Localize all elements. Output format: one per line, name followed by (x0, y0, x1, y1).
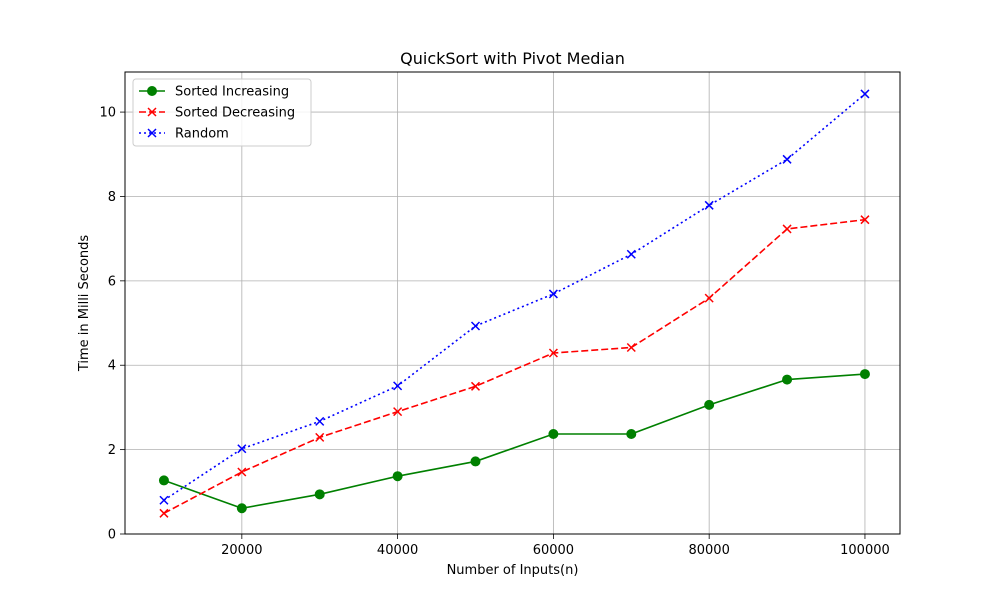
series-line (163, 93, 866, 501)
data-point (548, 289, 558, 299)
legend-label: Sorted Increasing (175, 85, 289, 100)
data-point (626, 249, 636, 259)
data-point (315, 416, 325, 426)
legend-marker (147, 107, 157, 117)
x-tick-label: 100000 (840, 543, 890, 558)
y-tick-label: 2 (108, 443, 116, 458)
data-point (470, 381, 481, 391)
legend-label: Sorted Decreasing (175, 106, 295, 121)
legend-item: Random (139, 127, 229, 142)
data-point (782, 374, 793, 385)
data-point (548, 348, 558, 358)
data-point (159, 495, 169, 505)
plot-area-frame (124, 71, 901, 535)
data-point (392, 471, 403, 482)
grid (125, 72, 900, 535)
data-point (548, 429, 559, 440)
series-0 (158, 369, 870, 514)
data-point (314, 489, 325, 500)
legend-item: Sorted Decreasing (139, 106, 295, 121)
data-point (158, 475, 169, 486)
legend-item: Sorted Increasing (139, 85, 289, 100)
data-point (237, 467, 247, 477)
y-tick-label: 8 (108, 190, 116, 205)
x-tick-label: 20000 (221, 543, 262, 558)
data-point (159, 508, 169, 518)
data-point (782, 224, 792, 234)
legend-marker (147, 86, 157, 96)
x-tick-label: 40000 (377, 543, 418, 558)
data-point (315, 432, 325, 442)
data-point (236, 503, 247, 514)
legend-box (132, 78, 312, 147)
data-point (860, 215, 870, 225)
legend-marker (147, 128, 157, 138)
series-layer (158, 89, 870, 518)
x-axis: 20000 40000 60000 80000 100000 (221, 534, 890, 558)
legend-label: Random (175, 127, 229, 142)
data-point (859, 369, 870, 380)
data-point (782, 154, 792, 164)
series-line (163, 218, 866, 515)
y-tick-label: 0 (108, 528, 116, 543)
data-point (860, 89, 870, 99)
x-tick-label: 80000 (688, 543, 729, 558)
data-point (704, 200, 714, 210)
y-tick-label: 6 (108, 274, 116, 289)
legend: Sorted Increasing Sorted Decreasing Random (132, 78, 312, 147)
y-tick-label: 4 (108, 359, 116, 374)
data-point (393, 381, 403, 391)
data-point (704, 399, 715, 410)
x-axis-title: Number of Inputs(n) (447, 563, 579, 578)
data-point (626, 342, 636, 353)
series-2 (159, 89, 870, 505)
data-point (470, 456, 481, 467)
y-tick-label: 10 (99, 106, 116, 121)
data-point (393, 407, 403, 417)
y-axis: 0 2 4 6 8 10 (99, 106, 125, 543)
y-axis-title: Time in Milli Seconds (77, 235, 92, 373)
data-point (704, 293, 714, 303)
chart-title: QuickSort with Pivot Median (400, 49, 625, 68)
data-point (237, 444, 247, 454)
series-line (163, 373, 866, 510)
data-point (470, 321, 481, 331)
series-1 (159, 215, 870, 518)
x-tick-label: 60000 (533, 543, 574, 558)
data-point (626, 429, 637, 440)
